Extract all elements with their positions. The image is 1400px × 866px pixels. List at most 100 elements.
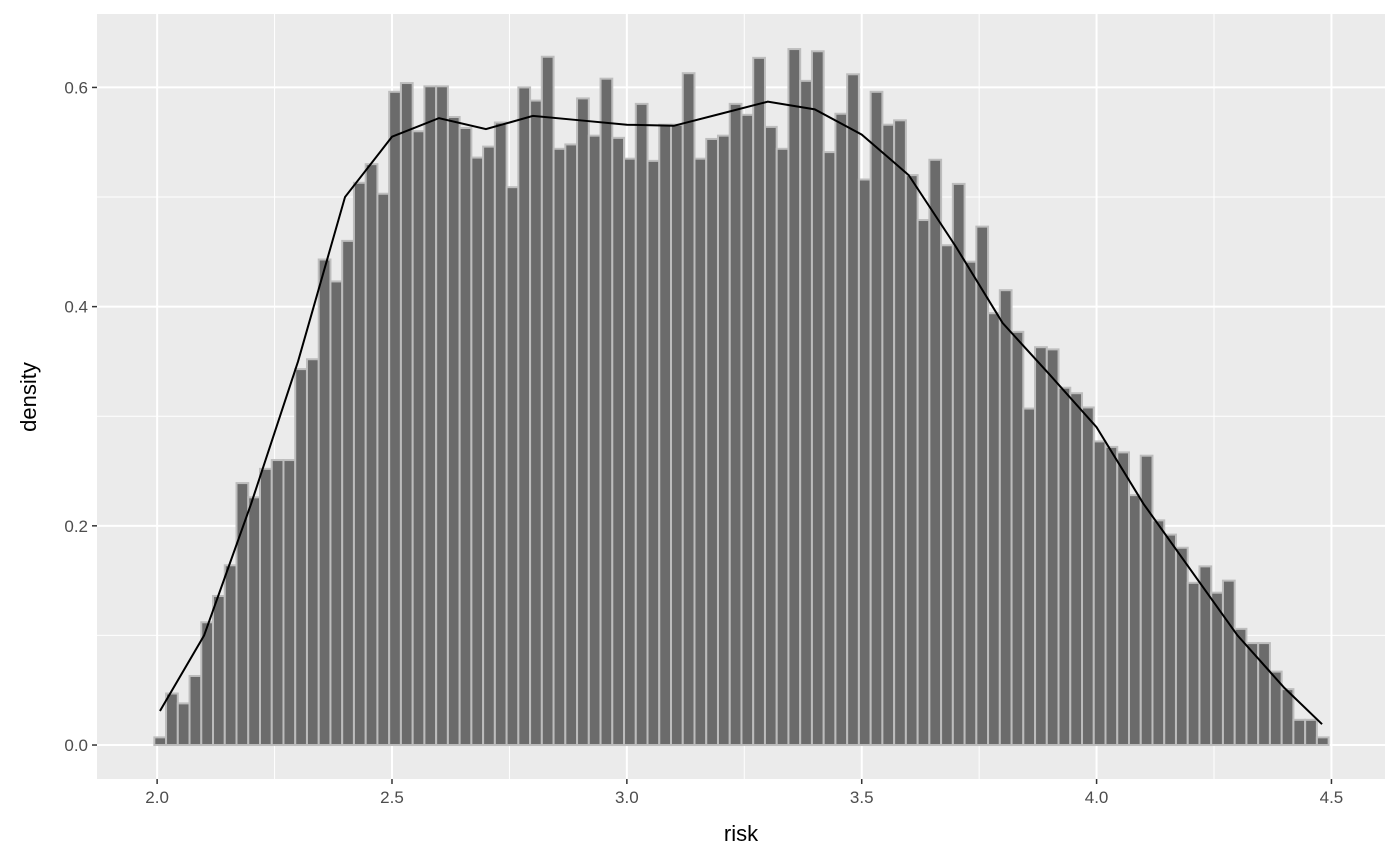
bar [1151,519,1166,747]
bar [446,116,461,747]
bar [987,312,1001,747]
bar [1221,579,1236,747]
bar [470,156,485,747]
bar [998,289,1013,747]
bar [623,157,637,747]
x-tick-label: 2.5 [380,788,404,807]
bar [1245,642,1260,747]
bar [1092,440,1107,747]
bar [1163,533,1177,747]
bar [1127,494,1142,747]
bar [176,702,191,747]
bar [834,112,849,747]
bar [928,158,943,747]
bar [646,159,661,747]
bar [1081,406,1095,747]
bar [975,225,990,747]
bar [1116,451,1130,747]
bar [705,137,719,747]
bar [857,178,872,747]
bar [258,467,273,747]
bar [611,136,626,747]
bar [775,147,790,747]
bar [634,102,649,747]
bar [1104,445,1119,747]
bar [1186,581,1201,747]
bar [1010,330,1025,747]
bar [728,102,743,747]
x-tick-label: 3.0 [615,788,639,807]
bar [916,219,931,747]
bar [940,244,954,747]
bar [822,151,837,747]
bar [846,73,860,747]
bar [1045,348,1060,747]
bar [505,186,520,747]
bar [564,143,579,747]
y-tick-label: 0.6 [64,78,88,97]
x-axis-title: risk [724,821,759,846]
bar [881,123,896,747]
bar [1174,546,1189,747]
bar [435,85,449,747]
bar [763,125,778,747]
bar [188,674,203,747]
x-tick-label: 3.5 [850,788,874,807]
bar [693,157,708,747]
bar [317,258,332,747]
bar [411,130,426,747]
bar [329,280,344,747]
bar [951,182,966,747]
bar [399,82,414,747]
y-axis-title: density [16,362,41,432]
bar [482,145,496,747]
bar [599,77,614,747]
bar [1210,591,1224,747]
bar [282,459,297,747]
bar [681,72,696,747]
bar [235,482,250,747]
bar [1304,718,1318,747]
bar [799,79,813,747]
bar [1057,386,1072,747]
bar [576,97,590,747]
bar [1257,642,1271,747]
bar [1034,346,1048,747]
bar [517,86,532,747]
bar [305,358,320,747]
bar [212,594,226,747]
y-tick-label: 0.2 [64,517,88,536]
bar [540,55,555,747]
bar [376,192,391,747]
bar [869,90,884,747]
x-tick-label: 4.5 [1320,788,1344,807]
bar [352,181,367,747]
bar [752,56,766,747]
bar [153,736,168,747]
bar [740,113,755,747]
bar [1292,718,1307,747]
bar [165,692,179,747]
bar [423,85,438,747]
bar [1022,407,1037,747]
bar [341,239,355,747]
bar [294,368,308,747]
x-tick-label: 4.0 [1085,788,1109,807]
bar [1198,565,1213,747]
bar [247,496,261,747]
bar [493,121,508,747]
bar [223,564,238,747]
bar [658,123,673,747]
bar [587,134,602,747]
bar [552,147,567,747]
bar [716,134,731,747]
bar [529,99,543,747]
bar [1069,392,1084,747]
bar [810,50,825,747]
bar [670,123,684,747]
y-tick-label: 0.4 [64,298,88,317]
bar [458,126,473,747]
bar [1280,688,1295,747]
y-tick-label: 0.0 [64,736,88,755]
